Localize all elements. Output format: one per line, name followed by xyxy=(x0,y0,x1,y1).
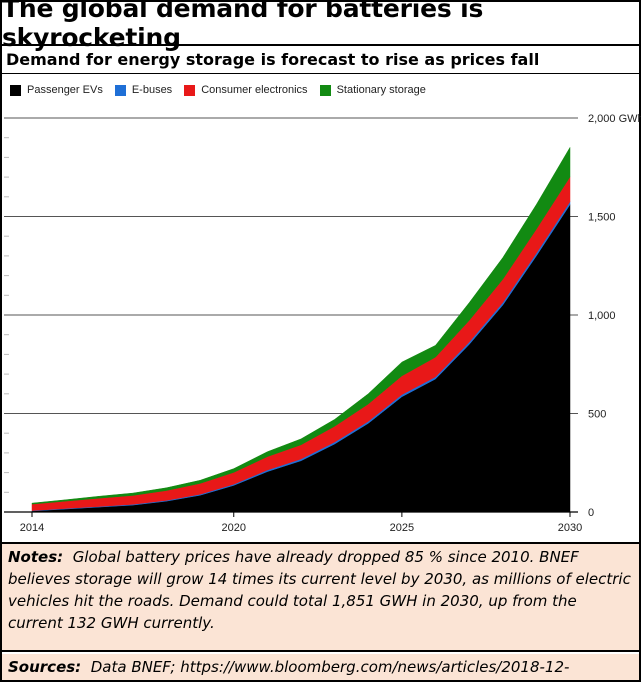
x-tick-label: 2030 xyxy=(558,522,582,534)
sources-box: Sources: Data BNEF; https://www.bloomber… xyxy=(2,654,639,680)
area-stationary-storage xyxy=(31,146,571,505)
x-tick-label: 2014 xyxy=(20,522,44,534)
legend-label: Passenger EVs xyxy=(27,84,103,96)
notes-box: Notes: Global battery prices have alread… xyxy=(2,542,639,652)
area-passenger-evs xyxy=(31,203,571,513)
legend-swatch xyxy=(10,84,21,96)
legend-label: Stationary storage xyxy=(336,84,426,96)
legend-item-consumer-electronics: Consumer electronics xyxy=(184,84,308,96)
sources-text: Data BNEF; https://www.bloomberg.com/new… xyxy=(90,658,570,676)
legend-item-passenger-evs: Passenger EVs xyxy=(10,84,103,96)
y-tick-label: 0 xyxy=(588,507,594,519)
legend-swatch xyxy=(114,84,126,96)
x-tick-label: 2020 xyxy=(222,522,246,534)
page-title: The global demand for batteries is skyro… xyxy=(2,0,484,52)
y-tick-label: 500 xyxy=(588,409,606,421)
chart-subtitle: Demand for energy storage is forecast to… xyxy=(6,50,540,69)
legend-label: E-buses xyxy=(131,84,173,96)
sources-label: Sources: xyxy=(8,658,82,676)
area-chart: 0 500 1,000 1,500 2,000 GWh 2014 2020 2025 2030 xyxy=(4,113,641,534)
legend-item-stationary-storage: Stationary storage xyxy=(319,84,426,96)
legend-swatch xyxy=(184,84,196,96)
notes-label: Notes: xyxy=(8,548,64,566)
x-tick-label: 2025 xyxy=(390,522,414,534)
y-tick-label: 1,500 xyxy=(588,212,616,224)
y-tick-label: 1,000 xyxy=(588,310,616,322)
y-tick-label: 2,000 GWh xyxy=(588,113,641,125)
legend-label: Consumer electronics xyxy=(201,84,308,96)
subtitle-divider xyxy=(2,73,639,74)
legend-item-e-buses: E-buses xyxy=(114,84,173,96)
notes-text: Global battery prices have already dropp… xyxy=(8,548,631,632)
legend-swatch xyxy=(319,84,331,96)
chart-legend: Passenger EVs E-buses Consumer electronics… xyxy=(10,84,438,96)
title-box: The global demand for batteries is skyro… xyxy=(2,0,639,52)
